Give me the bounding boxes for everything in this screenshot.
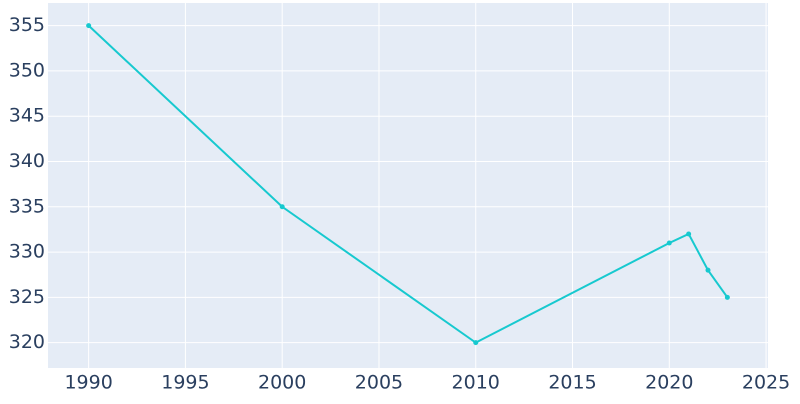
marker — [666, 240, 672, 246]
x-tick-label: 2015 — [548, 372, 596, 394]
x-tick-label: 2005 — [355, 372, 403, 394]
y-tick-label: 340 — [9, 150, 45, 172]
marker — [473, 340, 479, 346]
marker — [279, 204, 285, 210]
x-tick-label: 2020 — [645, 372, 693, 394]
y-tick-label: 350 — [9, 59, 45, 81]
y-tick-label: 355 — [9, 14, 45, 36]
y-tick-label: 330 — [9, 241, 45, 263]
marker — [86, 23, 92, 29]
x-tick-label: 1995 — [161, 372, 209, 394]
y-tick-label: 320 — [9, 331, 45, 353]
x-tick-label: 2000 — [258, 372, 306, 394]
marker — [724, 294, 730, 300]
y-tick-label: 345 — [9, 105, 45, 127]
marker — [705, 267, 711, 273]
marker — [686, 231, 692, 237]
x-tick-label: 2025 — [742, 372, 790, 394]
y-tick-label: 325 — [9, 286, 45, 308]
plot-area — [48, 3, 768, 368]
x-tick-label: 2010 — [452, 372, 500, 394]
x-tick-label: 1990 — [64, 372, 112, 394]
y-tick-label: 335 — [9, 195, 45, 217]
